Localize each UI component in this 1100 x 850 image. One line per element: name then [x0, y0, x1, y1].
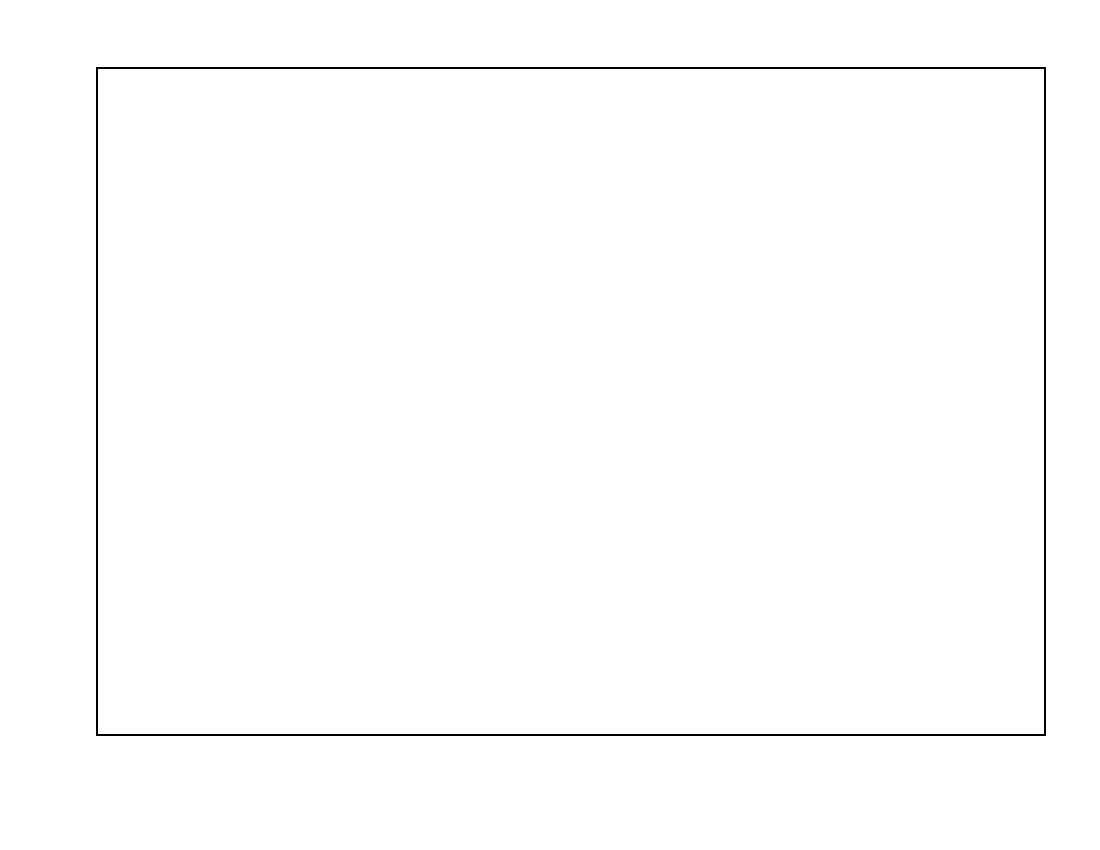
china-vis-map [98, 69, 1044, 734]
page-title [0, 16, 1100, 44]
map-frame [96, 67, 1046, 736]
colorbar [105, 760, 991, 791]
